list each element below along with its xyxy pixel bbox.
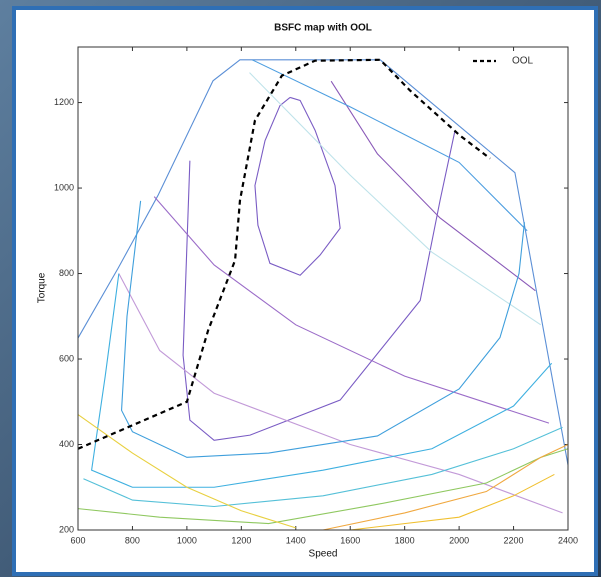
- contour-line: [77, 59, 569, 466]
- x-tick-label: 2400: [558, 535, 578, 545]
- x-tick-label: 1600: [340, 535, 360, 545]
- ool-line: [77, 58, 491, 450]
- y-tick-label: 600: [59, 353, 74, 363]
- x-tick-label: 600: [70, 535, 85, 545]
- axes-box: [77, 46, 569, 531]
- contour-line: [118, 273, 563, 514]
- contour-line: [322, 444, 569, 531]
- legend-label: OOL: [512, 56, 534, 67]
- x-tick-label: 1800: [395, 535, 415, 545]
- y-tick-label: 200: [59, 524, 74, 534]
- contour-line: [120, 200, 525, 458]
- contour-line: [249, 72, 542, 326]
- contour-line: [350, 473, 555, 531]
- contour-line: [153, 196, 550, 424]
- contour-line: [254, 96, 341, 276]
- y-tick-label: 1200: [54, 97, 74, 107]
- x-tick-label: 1400: [286, 535, 306, 545]
- x-tick-label: 2200: [504, 535, 524, 545]
- y-axis-label: Torque: [37, 272, 48, 303]
- plot-area: [78, 47, 568, 530]
- x-tick-label: 800: [125, 535, 140, 545]
- y-tick-label: 1000: [54, 182, 74, 192]
- y-tick-label: 800: [59, 268, 74, 278]
- x-tick-label: 2000: [449, 535, 469, 545]
- contour-line: [77, 414, 296, 529]
- contour-line: [182, 130, 456, 441]
- chart-title: BSFC map with OOL: [274, 23, 372, 34]
- x-tick-label: 1000: [177, 535, 197, 545]
- contour-line: [330, 80, 536, 292]
- x-axis-label: Speed: [309, 549, 338, 560]
- y-tick-label: 400: [59, 439, 74, 449]
- x-tick-label: 1200: [231, 535, 251, 545]
- contour-line: [83, 426, 563, 508]
- contour-line: [251, 59, 528, 232]
- contour-line: [91, 273, 553, 488]
